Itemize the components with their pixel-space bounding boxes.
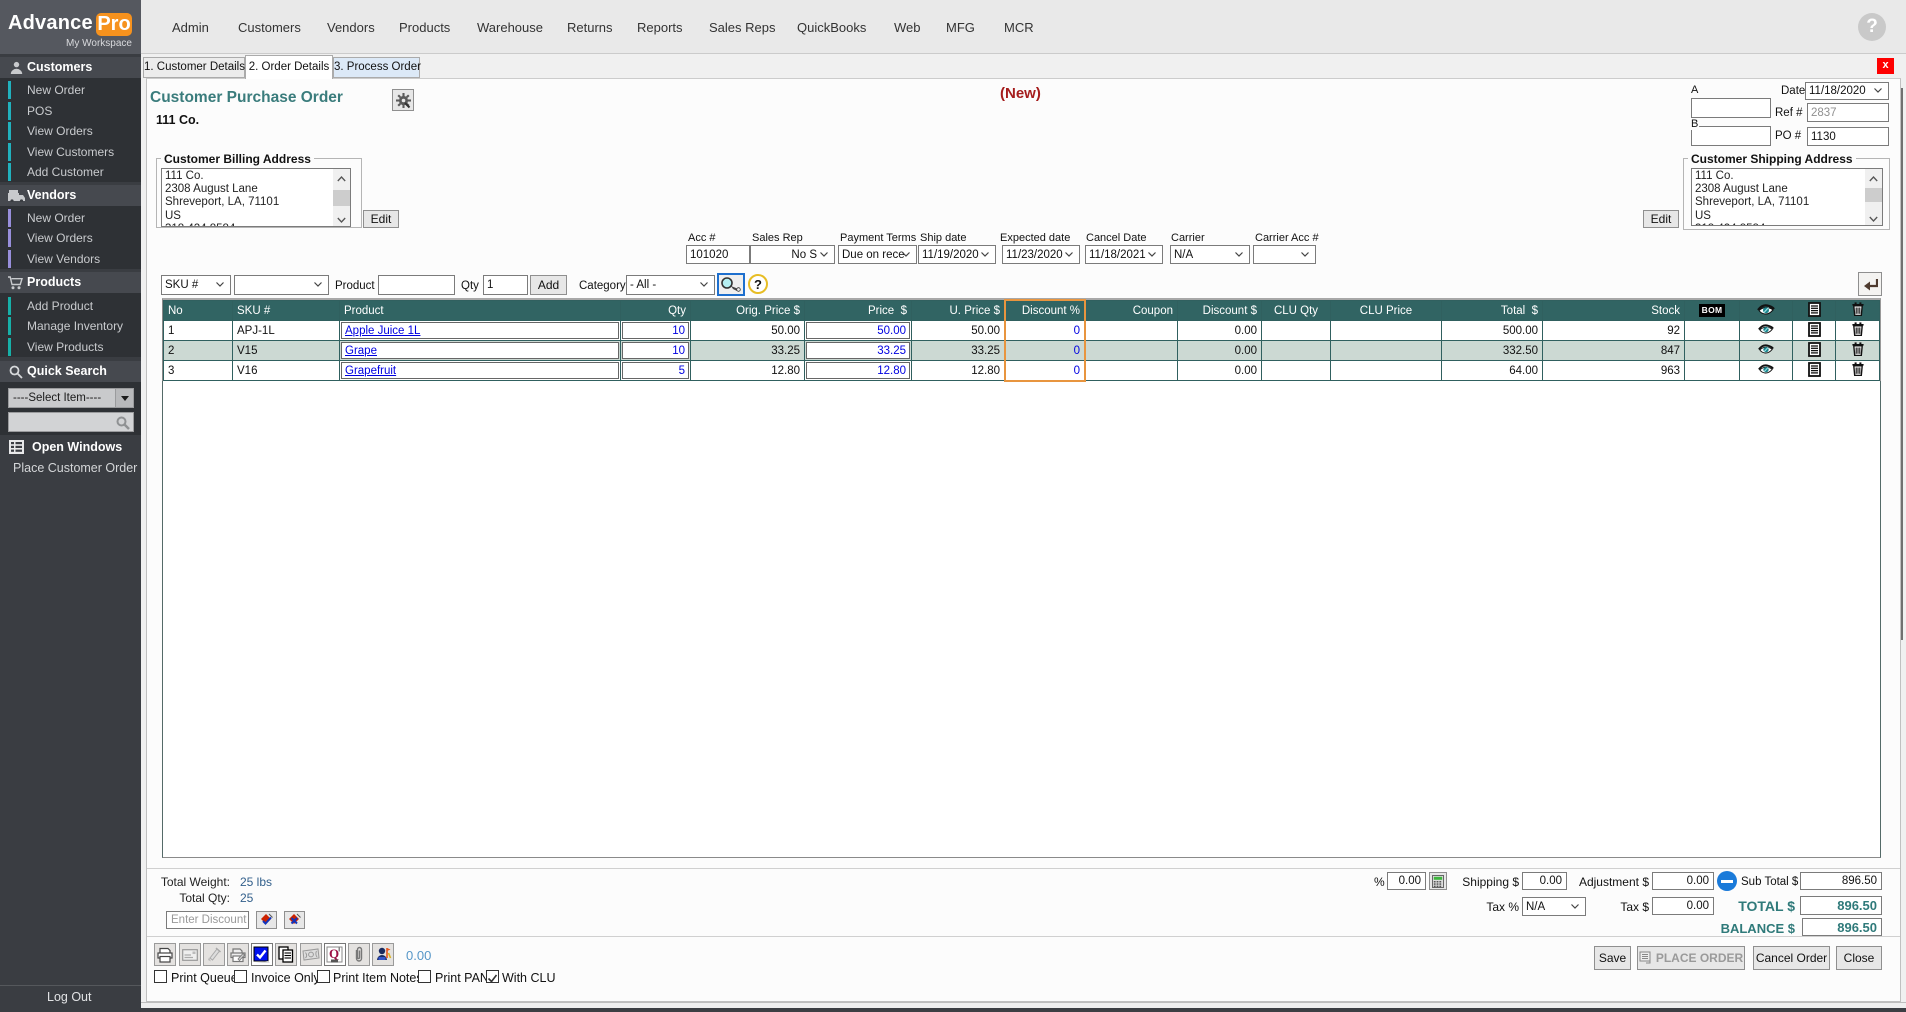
svg-text:Q: Q xyxy=(329,946,339,961)
